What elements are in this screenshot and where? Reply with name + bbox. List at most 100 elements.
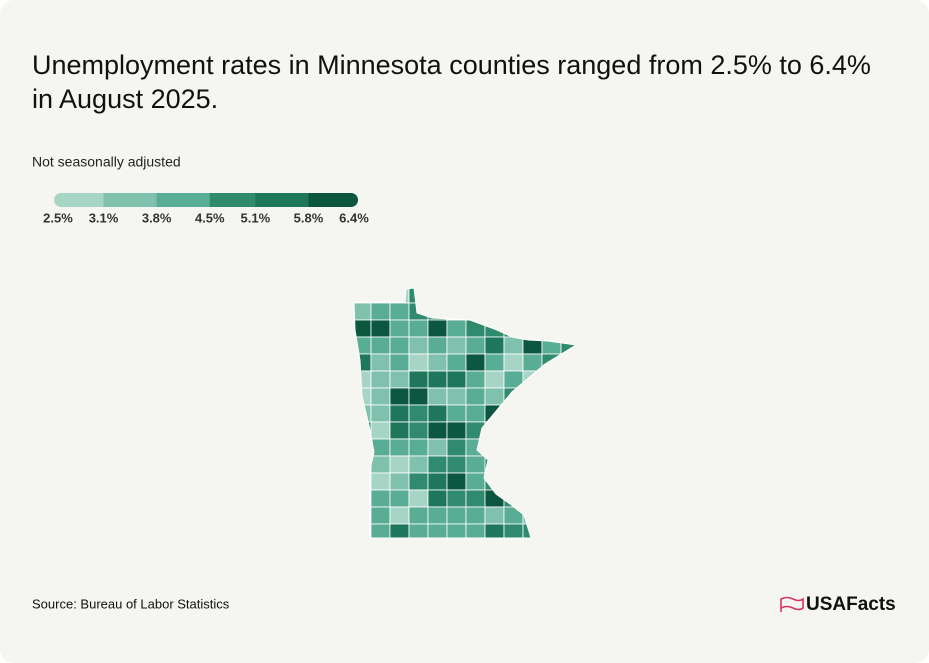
legend-label: 4.5% [195,210,225,225]
county [408,489,429,508]
county [560,370,576,389]
county [503,288,524,304]
county [446,319,467,338]
county [354,506,372,525]
county [354,489,372,508]
county [370,404,391,423]
county [408,370,429,389]
legend-label: 2.5% [43,210,73,225]
county [522,455,543,474]
county [560,288,576,304]
county [446,506,467,525]
legend-swatch [103,193,158,207]
county [560,455,576,474]
county [370,336,391,355]
county [484,421,505,440]
county [560,336,576,355]
county [503,489,524,508]
county [503,302,524,321]
county [427,438,448,457]
county [446,421,467,440]
county [465,421,486,440]
county [465,438,486,457]
county [427,489,448,508]
county [522,319,543,338]
county [354,472,372,491]
county [541,404,562,423]
county [541,523,562,538]
legend: 2.5% 3.1% 3.8% 4.5% 5.1% 5.8% 6.4% [43,193,369,225]
county [560,302,576,321]
county [354,438,372,457]
county [465,387,486,406]
county [446,302,467,321]
county [503,353,524,372]
county [446,387,467,406]
state-outline [353,287,578,539]
county [446,336,467,355]
county [446,438,467,457]
county [484,472,505,491]
county [503,506,524,525]
legend-swatch [209,193,256,207]
county [408,387,429,406]
legend-swatch [54,193,105,207]
county [427,336,448,355]
county [370,455,391,474]
county [560,489,576,508]
county [408,506,429,525]
county [354,523,372,538]
county [354,353,372,372]
county [389,472,410,491]
county [522,288,543,304]
logo-icon [780,596,804,612]
county [389,455,410,474]
county [389,438,410,457]
county [427,370,448,389]
county [370,421,391,440]
county [408,336,429,355]
county [541,506,562,525]
county [408,319,429,338]
county [484,336,505,355]
county [541,438,562,457]
county [484,319,505,338]
county [446,472,467,491]
logo-text: USAFacts [806,594,896,615]
county [465,472,486,491]
subtitle: Not seasonally adjusted [32,154,181,170]
county [446,455,467,474]
county [484,353,505,372]
county [503,421,524,440]
county [503,336,524,355]
county [465,336,486,355]
county [541,336,562,355]
county [427,353,448,372]
county [465,489,486,508]
county [427,506,448,525]
county [541,455,562,474]
county [427,319,448,338]
county [370,370,391,389]
county [465,506,486,525]
county [522,387,543,406]
county [541,387,562,406]
county [560,387,576,406]
county [408,302,429,321]
county [446,353,467,372]
county [389,319,410,338]
county [354,421,372,440]
county [389,370,410,389]
county [389,489,410,508]
county [465,353,486,372]
county [484,370,505,389]
county [465,404,486,423]
legend-bar [54,193,358,207]
county [465,370,486,389]
county [522,438,543,457]
county [408,353,429,372]
county [484,455,505,474]
county [541,353,562,372]
county [503,455,524,474]
